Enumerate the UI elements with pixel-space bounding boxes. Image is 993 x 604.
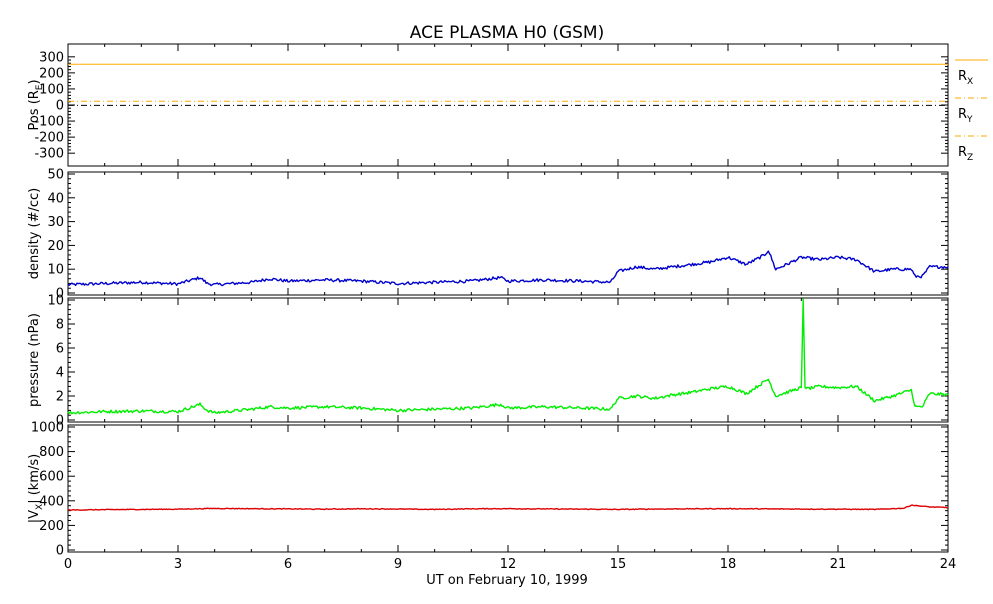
velocity-ytick-label: 200: [39, 519, 64, 534]
velocity-ytick-label: 800: [39, 445, 64, 460]
x-tick-label: 21: [830, 557, 847, 572]
density-series-line: [67, 250, 949, 287]
density-ytick-label: 50: [47, 168, 64, 183]
legend-label-z: RZ: [958, 145, 973, 163]
x-tick-label: 6: [284, 557, 292, 572]
x-tick-label: 12: [500, 557, 517, 572]
velocity-ytick-label: 0: [56, 544, 64, 559]
x-tick-label: 18: [720, 557, 737, 572]
density-panel-frame: [67, 171, 949, 296]
density-ytick-label: 10: [47, 263, 64, 278]
position-ytick-label: 0: [56, 99, 64, 114]
position-ytick-label: -300: [34, 147, 64, 162]
x-tick-label: 9: [394, 557, 402, 572]
pressure-ytick-label: 8: [56, 318, 64, 333]
pressure-ytick-label: 6: [56, 342, 64, 357]
position-ytick-label: 200: [39, 66, 64, 81]
x-tick-label: 24: [940, 557, 957, 572]
pressure-ytick-label: 4: [56, 366, 64, 381]
density-ytick-label: 0: [56, 287, 64, 302]
pressure-ytick-label: 2: [56, 390, 64, 405]
velocity-ytick-label: 600: [39, 470, 64, 485]
legend-label-y: RY: [958, 107, 973, 125]
velocity-ytick-label: 1000: [31, 421, 64, 436]
pressure-ytick-label: 0: [56, 414, 64, 429]
velocity-panel-frame: [67, 424, 949, 553]
pressure-series-line: [67, 298, 949, 415]
position-ytick-label: -100: [34, 115, 64, 130]
position-ytick-label: -200: [34, 131, 64, 146]
position-y-axis-label: Pos (RE): [27, 79, 45, 130]
legend-label-x: RX: [958, 69, 973, 87]
pressure-ytick-label: 10: [47, 294, 64, 309]
density-y-axis-label: density (#/cc): [27, 188, 42, 280]
density-ytick-label: 20: [47, 239, 64, 254]
position-ytick-label: 100: [39, 82, 64, 97]
x-axis-label: UT on February 10, 1999: [426, 573, 588, 588]
velocity-y-axis-label: |VX| (km/s): [27, 454, 45, 523]
density-ytick-label: 40: [47, 191, 64, 206]
velocity-series-line: [67, 504, 949, 511]
density-ytick-label: 30: [47, 215, 64, 230]
x-tick-label: 0: [64, 557, 72, 572]
chart-title: ACE PLASMA H0 (GSM): [410, 23, 604, 43]
position-ytick-label: 300: [39, 50, 64, 65]
x-tick-label: 15: [610, 557, 627, 572]
pressure-y-axis-label: pressure (nPa): [27, 313, 42, 407]
velocity-ytick-label: 400: [39, 494, 64, 509]
x-tick-label: 3: [174, 557, 182, 572]
